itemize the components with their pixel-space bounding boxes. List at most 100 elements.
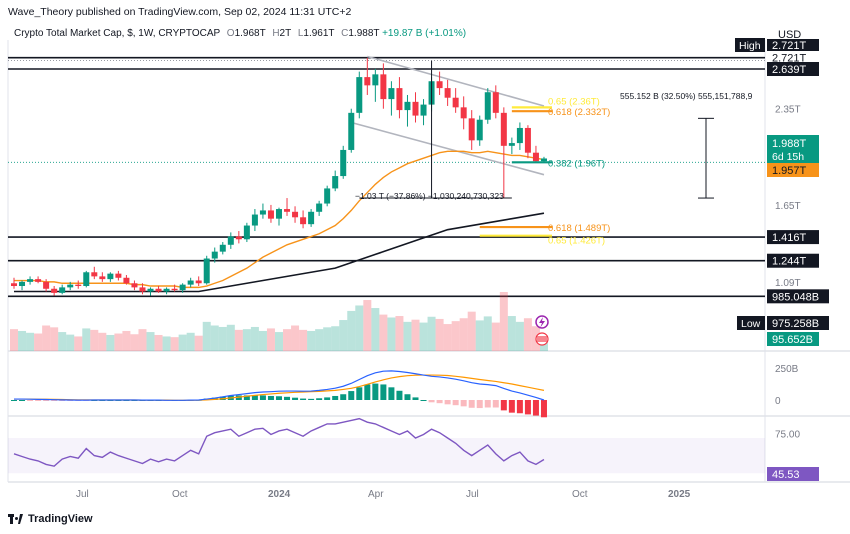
candle (524, 125, 531, 159)
candle (436, 71, 443, 95)
macd-histogram-bar (332, 395, 339, 400)
macd-histogram-bar (380, 384, 387, 400)
candle (452, 88, 459, 113)
macd-histogram-bar (267, 395, 274, 400)
candle (388, 81, 395, 116)
macd-histogram-bar (316, 398, 323, 400)
volume-bar (226, 324, 235, 351)
volume-bar (26, 332, 35, 351)
candle (179, 283, 186, 293)
candle-body (203, 258, 210, 284)
candle (516, 122, 523, 150)
candle (324, 185, 331, 207)
volume-bar (307, 330, 316, 351)
macd-histogram-bar (420, 400, 427, 401)
macd-histogram-bar (428, 400, 435, 403)
candle-body (91, 272, 98, 277)
candle-body (484, 92, 491, 120)
candle (275, 207, 282, 226)
volume-bar (363, 300, 372, 351)
volume-bar (90, 329, 99, 351)
candle-body (308, 211, 315, 225)
volume-bar (475, 320, 484, 351)
volume-bar (411, 319, 420, 351)
time-axis-label: Oct (172, 489, 188, 500)
candle-body (508, 143, 515, 146)
candle (300, 210, 307, 229)
candle-body (59, 287, 66, 293)
candle-body (492, 92, 499, 113)
candle-body (187, 280, 194, 285)
candle (308, 209, 315, 227)
level-tag: 1.416T (772, 232, 807, 244)
drop-measure-label: −1.03 T (−37.86%) −1,030,240,730,323 (355, 191, 504, 201)
candle-body (123, 277, 130, 284)
candle (243, 222, 250, 243)
macd-histogram-bar (308, 398, 315, 400)
high-tag-bg (735, 38, 765, 52)
candle (195, 276, 202, 287)
candle-body (211, 251, 218, 259)
candle-body (115, 273, 122, 278)
candle (51, 286, 58, 296)
candle-body (243, 225, 250, 240)
volume-bar (451, 321, 460, 351)
volume-bar (162, 336, 171, 351)
close-price-tag: 1.988T (772, 138, 807, 150)
level-tag: 2.721T (772, 53, 807, 65)
candle (267, 204, 274, 223)
macd-histogram-bar (516, 400, 523, 414)
macd-histogram-bar (35, 400, 42, 401)
low-key: L (297, 28, 304, 39)
macd-histogram-bar (460, 400, 467, 407)
candle-body (532, 152, 539, 162)
volume-bar (122, 330, 131, 351)
candle (508, 137, 515, 155)
candle-body (171, 288, 178, 291)
bar-countdown: 6d 15h (772, 151, 804, 163)
candle-body (19, 281, 26, 287)
candle-body (380, 74, 387, 100)
volume-bar (106, 334, 115, 351)
level-tag-bg (767, 51, 819, 65)
candle (292, 206, 299, 223)
macd-histogram-bar (484, 400, 491, 408)
candle-body (364, 77, 371, 86)
volume-bar (323, 327, 332, 351)
candle-body (11, 283, 17, 287)
macd-histogram-bar (340, 394, 347, 400)
candle (27, 276, 34, 285)
volume-bar (170, 337, 179, 351)
level-tag-bg (767, 61, 819, 76)
lightning-event-icon (535, 315, 549, 329)
volume-bar (491, 322, 500, 351)
volume-bar (379, 314, 388, 351)
volume-bar (499, 292, 508, 351)
candle-body (179, 284, 186, 291)
macd-histogram-bar (324, 397, 331, 400)
change-value: +19.87 B (+1.01%) (382, 28, 467, 39)
volume-bar (387, 317, 396, 351)
macd-histogram-bar (412, 397, 419, 400)
candle-body (396, 88, 403, 111)
price-axis-label: 1.09T (775, 278, 801, 289)
channel-lower (351, 121, 545, 176)
volume-bar (82, 328, 91, 351)
macd-histogram-bar (396, 390, 403, 400)
candle (203, 255, 210, 285)
volume-bar (355, 305, 364, 351)
candle (235, 231, 242, 244)
candle (380, 63, 387, 109)
tradingview-logo: TradingView (8, 513, 93, 525)
fib-level-label: 0.618 (1.489T) (548, 223, 610, 234)
volume-bar (483, 316, 492, 351)
macd-histogram-bar (540, 400, 547, 418)
macd-histogram-bar (27, 400, 34, 401)
candle (316, 200, 323, 216)
candle-body (356, 77, 363, 113)
volume-bar (154, 334, 163, 351)
tradingview-brand: TradingView (28, 513, 93, 525)
candle-body (83, 272, 90, 287)
volume-bar (58, 332, 67, 351)
